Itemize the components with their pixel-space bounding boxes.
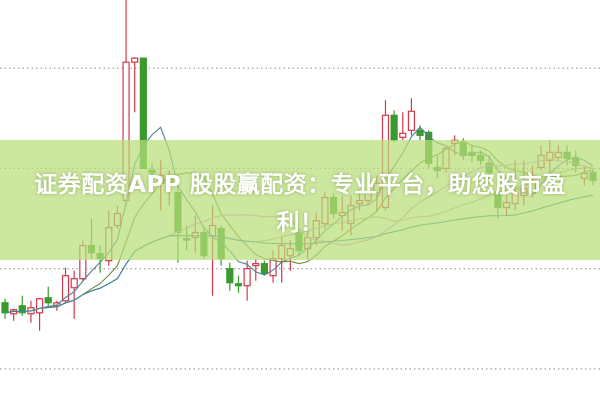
candle-down (260, 260, 269, 276)
candle-body (44, 297, 52, 304)
candle-up (243, 260, 251, 301)
headline-banner (0, 140, 600, 260)
candle-down (18, 295, 26, 316)
candle-up (70, 270, 78, 319)
candle-body (416, 129, 424, 136)
candle-up (53, 300, 61, 311)
candle-body (399, 132, 407, 138)
candle-down (234, 275, 243, 293)
candle-down (1, 298, 9, 319)
candle-body (61, 275, 70, 302)
candle-body (252, 263, 260, 267)
candle-body (1, 302, 9, 314)
candle-up (407, 98, 416, 136)
candle-body (131, 57, 139, 63)
candle-down (44, 286, 52, 306)
candle-up (27, 300, 35, 323)
candle-down (226, 262, 234, 291)
candle-body (260, 263, 269, 275)
candle-down (390, 110, 398, 143)
candle-up (61, 267, 70, 304)
candle-body (53, 302, 61, 307)
headline-text: 证券配资APP 股股赢配资：专业平台，助您股市盈 利！ (0, 166, 600, 242)
candle-up (131, 57, 139, 113)
candle-body (226, 268, 234, 284)
candle-body (243, 268, 251, 287)
candle-body (35, 298, 44, 314)
candle-body (390, 114, 398, 141)
candle-body (18, 305, 26, 314)
candle-up (252, 258, 260, 281)
candle-up (35, 297, 44, 331)
candle-up (399, 112, 407, 141)
headline-line-1: 证券配资APP 股股赢配资：专业平台，助您股市盈 (34, 172, 566, 198)
candle-up (10, 308, 18, 321)
candle-body (70, 278, 78, 289)
candle-body (234, 283, 243, 287)
headline-line-2: 利！ (276, 210, 324, 236)
candle-body (407, 110, 416, 131)
